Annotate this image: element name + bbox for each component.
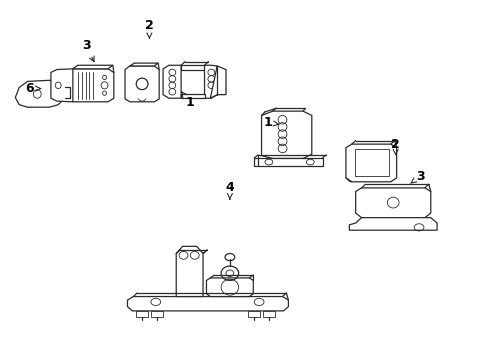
Text: 3: 3	[81, 39, 94, 62]
Polygon shape	[263, 311, 274, 318]
Polygon shape	[67, 69, 114, 102]
Polygon shape	[163, 65, 181, 98]
Polygon shape	[210, 66, 225, 98]
Polygon shape	[206, 278, 253, 297]
Polygon shape	[348, 218, 436, 230]
Text: 3: 3	[410, 170, 424, 183]
Polygon shape	[136, 311, 148, 318]
Polygon shape	[176, 246, 203, 297]
Polygon shape	[248, 311, 260, 318]
Text: 2: 2	[390, 138, 399, 154]
Polygon shape	[355, 188, 430, 218]
Text: 4: 4	[225, 181, 234, 199]
Polygon shape	[15, 80, 65, 107]
Text: 2: 2	[145, 19, 154, 38]
Polygon shape	[261, 111, 311, 158]
Polygon shape	[345, 144, 396, 182]
Polygon shape	[204, 65, 217, 98]
Text: 1: 1	[263, 116, 278, 129]
Polygon shape	[51, 69, 73, 102]
Polygon shape	[125, 66, 159, 102]
Polygon shape	[181, 65, 204, 69]
Text: 1: 1	[181, 91, 194, 109]
Polygon shape	[127, 297, 288, 311]
Polygon shape	[151, 311, 162, 318]
Polygon shape	[73, 65, 113, 69]
Polygon shape	[130, 63, 158, 66]
Polygon shape	[254, 158, 322, 166]
Polygon shape	[181, 94, 204, 98]
Text: 6: 6	[25, 82, 41, 95]
